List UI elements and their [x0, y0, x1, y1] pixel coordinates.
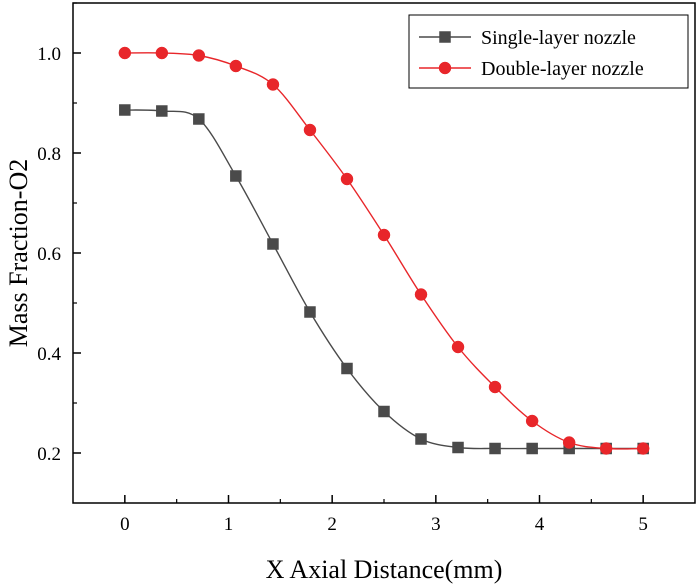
- series-line: [124, 52, 644, 450]
- data-point: [489, 442, 501, 455]
- data-point: [304, 306, 316, 318]
- data-point: [599, 442, 613, 455]
- data-point: [192, 49, 206, 62]
- x-axis: 0 1 2 3 4 5: [120, 495, 648, 535]
- y-tick-label: 0.4: [37, 344, 61, 365]
- y-tick-label: 0.8: [37, 144, 61, 165]
- x-axis-title: X Axial Distance(mm): [266, 555, 503, 584]
- data-point: [266, 78, 280, 91]
- y-tick-label: 0.6: [37, 244, 61, 265]
- data-point: [193, 113, 205, 125]
- data-point: [155, 46, 169, 60]
- data-point: [118, 46, 132, 60]
- x-tick-label: 1: [224, 514, 234, 535]
- data-point: [562, 436, 576, 449]
- data-point: [303, 123, 317, 137]
- y-tick-label: 0.2: [37, 444, 61, 465]
- data-point: [415, 433, 427, 445]
- data-point: [341, 362, 353, 375]
- data-point: [340, 172, 354, 186]
- data-point: [452, 441, 464, 454]
- data-point: [156, 105, 168, 117]
- x-tick-label: 0: [120, 514, 130, 535]
- data-point: [378, 405, 390, 418]
- series-layer: [118, 46, 650, 455]
- y-tick-label: 1.0: [37, 44, 61, 65]
- data-point: [488, 380, 502, 394]
- data-point: [267, 238, 279, 250]
- legend-label: Single-layer nozzle: [481, 27, 636, 49]
- data-point: [229, 59, 243, 73]
- series-2: [118, 46, 650, 455]
- x-tick-label: 3: [431, 514, 441, 535]
- data-point: [526, 442, 538, 455]
- data-point: [119, 104, 131, 116]
- x-tick-label: 4: [535, 514, 545, 535]
- legend-marker: [439, 31, 451, 43]
- legend: Single-layer nozzle Double-layer nozzle: [408, 14, 689, 89]
- data-point: [414, 288, 428, 301]
- x-tick-label: 5: [638, 514, 648, 535]
- data-point: [377, 228, 391, 242]
- data-point: [636, 442, 650, 455]
- x-tick-label: 2: [327, 514, 337, 535]
- y-axis-title: Mass Fraction-O2: [4, 159, 33, 347]
- data-point: [230, 170, 242, 182]
- legend-label: Double-layer nozzle: [481, 58, 644, 80]
- series-1: [119, 104, 649, 455]
- y-axis: 0.2 0.4 0.6 0.8 1.0: [37, 2, 81, 465]
- data-point: [451, 340, 465, 354]
- legend-box: [408, 14, 689, 89]
- legend-marker: [438, 61, 452, 75]
- data-point: [525, 414, 539, 428]
- series-line: [124, 109, 644, 450]
